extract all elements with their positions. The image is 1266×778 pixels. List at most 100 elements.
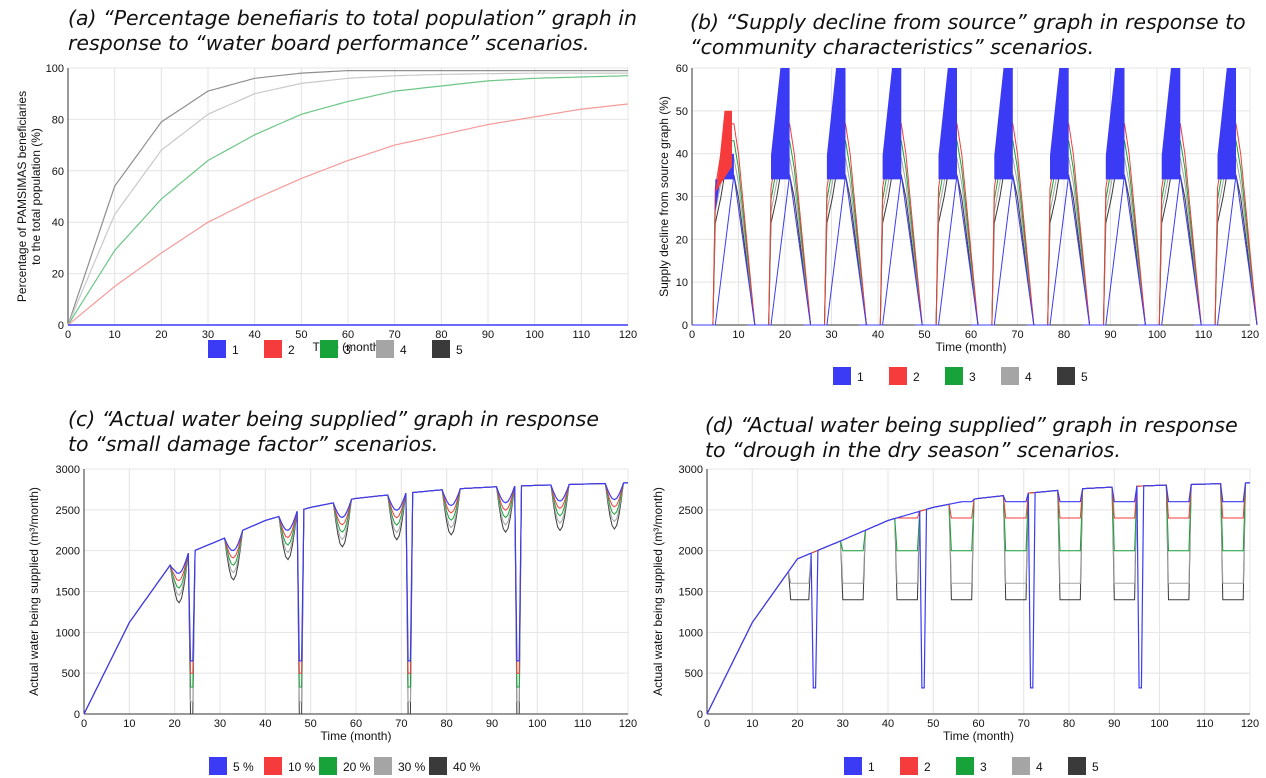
x-tick-label: 90 — [1104, 329, 1116, 341]
x-tick-label: 40 — [872, 329, 884, 341]
legend-label-1: 1 — [868, 760, 875, 774]
x-tick-label: 60 — [965, 329, 977, 341]
legend-swatch-2 — [900, 757, 918, 775]
x-tick-label: 110 — [574, 718, 592, 730]
x-tick-label: 20 — [169, 718, 181, 730]
y-axis-title: Actual water being supplied (m³/month) — [27, 487, 41, 696]
x-tick-label: 0 — [689, 329, 695, 341]
x-tick-label: 50 — [927, 718, 939, 730]
y-tick-label: 1000 — [56, 627, 80, 639]
y-tick-label: 100 — [46, 63, 64, 75]
caption-c-line1: (c) “Actual water being supplied” graph … — [68, 407, 599, 431]
x-tick-label: 120 — [1241, 329, 1259, 341]
x-tick-label: 80 — [441, 718, 453, 730]
legend-label-3: 20 % — [343, 760, 371, 774]
legend-swatch-5 — [432, 340, 450, 358]
legend-swatch-3 — [956, 757, 974, 775]
series-band-2 — [715, 110, 732, 193]
x-tick-label: 100 — [528, 718, 546, 730]
x-tick-label: 30 — [837, 718, 849, 730]
series-band-1 — [1050, 68, 1069, 180]
legend-label-1: 5 % — [233, 760, 254, 774]
x-axis-title: Time (month) — [943, 729, 1014, 743]
caption-d-line2: to “drough in the dry season” scenarios. — [705, 438, 1121, 462]
x-tick-label: 50 — [918, 329, 930, 341]
x-axis-title: Time (month) — [936, 340, 1007, 354]
legend-label-4: 4 — [400, 343, 407, 357]
legend-swatch-1 — [208, 340, 226, 358]
x-tick-label: 70 — [395, 718, 407, 730]
x-tick-label: 50 — [295, 329, 307, 341]
legend-label-5: 5 — [1092, 760, 1099, 774]
legend-swatch-4 — [1001, 367, 1019, 385]
x-tick-label: 120 — [619, 329, 637, 341]
y-tick-label: 3000 — [56, 464, 80, 476]
caption-b-line1: (b) “Supply decline from source” graph i… — [690, 10, 1246, 34]
x-tick-label: 80 — [435, 329, 447, 341]
y-tick-label: 0 — [697, 709, 703, 721]
y-tick-label: 0 — [682, 320, 688, 332]
series-line-4 — [67, 72, 628, 326]
x-tick-label: 40 — [259, 718, 271, 730]
x-tick-label: 30 — [202, 329, 214, 341]
x-tick-label: 0 — [65, 329, 71, 341]
legend-label-1: 1 — [232, 343, 239, 357]
series-band-1 — [826, 68, 846, 180]
y-tick-label: 50 — [676, 106, 688, 118]
y-tick-label: 10 — [676, 277, 688, 289]
x-tick-label: 70 — [1011, 329, 1023, 341]
x-tick-label: 10 — [109, 329, 121, 341]
legend-swatch-4 — [376, 340, 394, 358]
x-tick-label: 120 — [619, 718, 637, 730]
legend-label-3: 3 — [969, 370, 976, 384]
x-tick-label: 70 — [389, 329, 401, 341]
x-tick-label: 60 — [342, 329, 354, 341]
x-axis-title: Time (month) — [321, 729, 392, 743]
x-tick-label: 20 — [791, 718, 803, 730]
y-tick-label: 3000 — [679, 464, 703, 476]
legend-swatch-5 — [1068, 757, 1086, 775]
legend-label-4: 30 % — [398, 760, 426, 774]
y-axis-title: to the total population (%) — [29, 128, 43, 265]
series-line-1 — [692, 175, 1258, 326]
legend-swatch-5 — [429, 757, 447, 775]
x-tick-label: 80 — [1063, 718, 1075, 730]
y-tick-label: 500 — [685, 668, 703, 680]
x-tick-label: 10 — [732, 329, 744, 341]
legend-label-1: 1 — [857, 370, 864, 384]
x-tick-label: 100 — [1148, 329, 1166, 341]
caption-d: (d) “Actual water being supplied” graph … — [705, 413, 1238, 463]
legend-swatch-3 — [320, 340, 338, 358]
legend-swatch-2 — [264, 757, 282, 775]
caption-b: (b) “Supply decline from source” graph i… — [690, 10, 1246, 60]
legend-swatch-1 — [209, 757, 227, 775]
y-tick-label: 0 — [74, 709, 80, 721]
y-tick-label: 2500 — [679, 505, 703, 517]
series-band-1 — [1105, 68, 1125, 180]
y-tick-label: 2500 — [56, 505, 80, 517]
x-tick-label: 0 — [704, 718, 710, 730]
legend-swatch-1 — [844, 757, 862, 775]
x-tick-label: 100 — [1150, 718, 1168, 730]
x-tick-label: 90 — [482, 329, 494, 341]
legend-swatch-2 — [264, 340, 282, 358]
legend-label-4: 4 — [1036, 760, 1043, 774]
x-tick-label: 0 — [81, 718, 87, 730]
y-tick-label: 2000 — [56, 546, 80, 558]
legend-label-5: 5 — [1081, 370, 1088, 384]
x-tick-label: 10 — [746, 718, 758, 730]
series-line-5 — [67, 69, 628, 326]
x-tick-label: 90 — [1108, 718, 1120, 730]
caption-b-line2: “community characteristics” scenarios. — [690, 35, 1095, 59]
legend-swatch-2 — [889, 367, 907, 385]
x-tick-label: 60 — [972, 718, 984, 730]
legend-swatch-4 — [374, 757, 392, 775]
y-tick-label: 1500 — [56, 587, 80, 599]
legend-label-5: 5 — [456, 343, 463, 357]
x-tick-label: 120 — [1241, 718, 1259, 730]
y-tick-label: 60 — [676, 63, 688, 75]
series-band-1 — [1161, 68, 1181, 180]
y-tick-label: 1500 — [679, 587, 703, 599]
legend-swatch-1 — [833, 367, 851, 385]
legend-label-2: 2 — [924, 760, 931, 774]
